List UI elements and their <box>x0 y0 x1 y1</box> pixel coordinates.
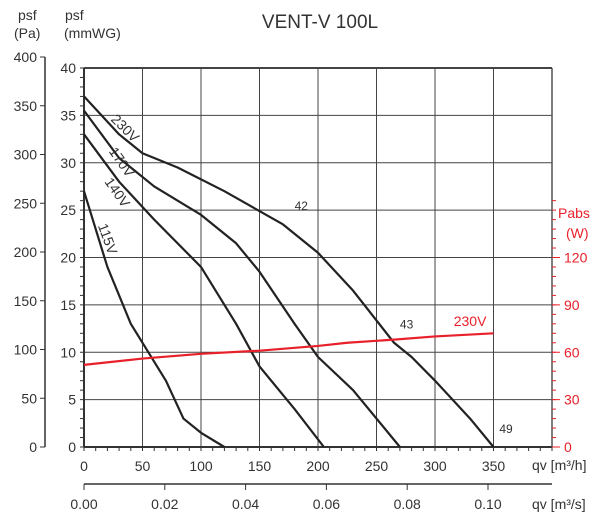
x2-tick-label: 0.00 <box>70 496 97 512</box>
series-line-140V <box>83 133 325 448</box>
y-tick-label: 10 <box>60 344 76 360</box>
y-tick-label: 35 <box>60 107 76 123</box>
x-tick-label: 200 <box>306 458 330 474</box>
chart-title: VENT-V 100L <box>262 12 378 33</box>
x-label: qv [m³/h] <box>532 457 586 473</box>
x-tick-label: 150 <box>248 458 272 474</box>
x-tick-label: 250 <box>365 458 389 474</box>
y-pa-label-1: psf <box>18 7 37 23</box>
y-left-label-1: psf <box>65 7 84 23</box>
y-pa-tick-label: 300 <box>14 147 38 163</box>
y-tick-label: 30 <box>60 155 76 171</box>
x-tick-label: 350 <box>482 458 506 474</box>
series-line-170V <box>83 109 401 448</box>
y-tick-label: 20 <box>60 250 76 266</box>
x2-tick-label: 0.02 <box>151 496 178 512</box>
right-tick-label: 30 <box>564 392 580 408</box>
annotation-label: 42 <box>295 199 309 213</box>
y-right-label-2: (W) <box>566 225 589 241</box>
x-tick-label: 0 <box>80 458 88 474</box>
y-pa-label-2: (Pa) <box>14 25 40 41</box>
right-tick-label: 60 <box>564 344 580 360</box>
x2-label: qv [m³/s] <box>532 496 586 512</box>
y-right-label-1: Pabs <box>558 205 590 221</box>
right-tick-label: 0 <box>564 439 572 455</box>
series-line-230V-power <box>83 332 494 366</box>
x-tick-label: 100 <box>189 458 213 474</box>
y-tick-label: 15 <box>60 297 76 313</box>
series-label: 170V <box>106 144 138 181</box>
y-tick-label: 5 <box>68 392 76 408</box>
x-tick-label: 50 <box>135 458 151 474</box>
series-label-power: 230V <box>454 313 487 329</box>
annotation-label: 43 <box>400 318 414 332</box>
x2-tick-label: 0.08 <box>394 496 421 512</box>
x-tick-label: 300 <box>423 458 447 474</box>
series-line-115V <box>82 190 225 448</box>
y-pa-tick-label: 250 <box>14 195 38 211</box>
y-pa-tick-label: 0 <box>29 439 37 455</box>
y-pa-tick-label: 200 <box>14 244 38 260</box>
x2-tick-label: 0.04 <box>232 496 259 512</box>
y-tick-label: 25 <box>60 202 76 218</box>
y-pa-tick-label: 50 <box>21 390 37 406</box>
y-pa-tick-label: 150 <box>14 293 38 309</box>
y-pa-tick-label: 100 <box>14 342 38 358</box>
y-pa-tick-label: 350 <box>14 98 38 114</box>
x2-tick-label: 0.06 <box>313 496 340 512</box>
x2-tick-label: 0.10 <box>474 496 501 512</box>
y-left-label-2: (mmWG) <box>64 25 121 41</box>
y-tick-label: 40 <box>60 60 76 76</box>
y-pa-tick-label: 400 <box>14 49 38 65</box>
series-line-230V <box>83 95 495 448</box>
right-tick-label: 120 <box>564 250 588 266</box>
right-tick-label: 90 <box>564 297 580 313</box>
y-tick-label: 0 <box>68 439 76 455</box>
annotation-label: 49 <box>499 422 513 436</box>
